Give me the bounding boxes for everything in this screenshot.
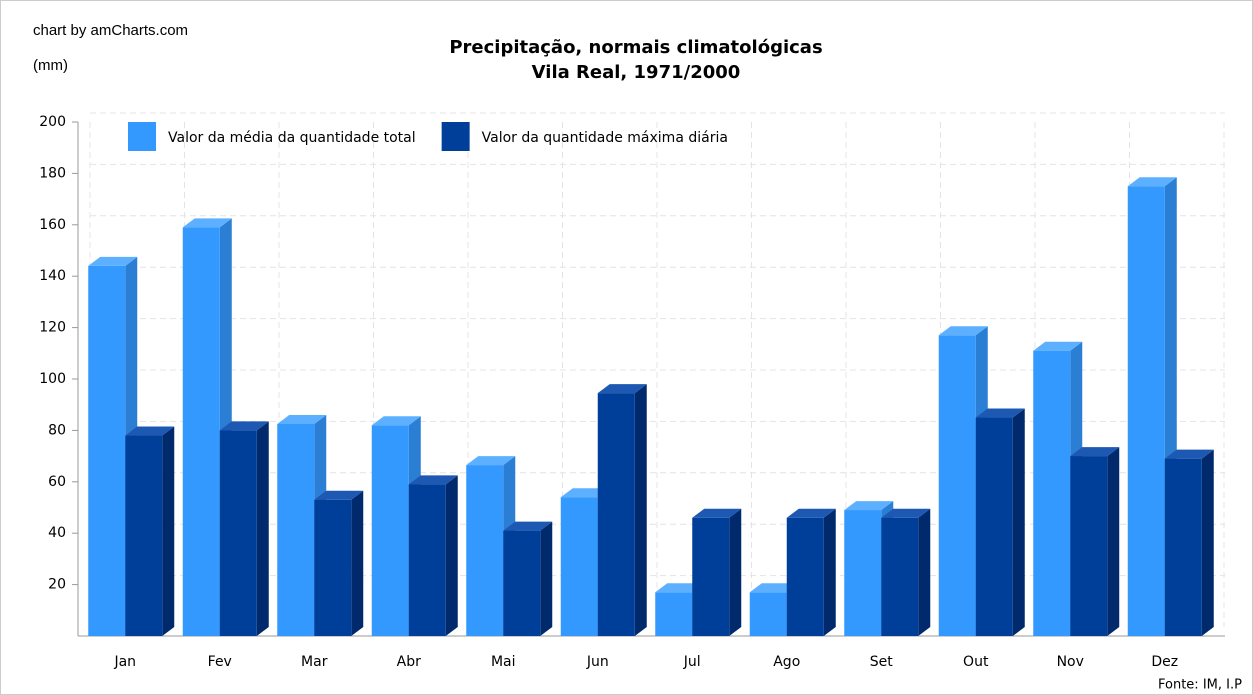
bar-top (881, 508, 931, 518)
bar-top (655, 583, 705, 593)
legend-label: Valor da quantidade máxima diária (482, 130, 728, 146)
bar (881, 517, 919, 636)
bar (1127, 186, 1165, 636)
bar-top (786, 508, 836, 518)
bar-top (692, 508, 742, 518)
bar (1164, 458, 1202, 636)
x-tick-label: Abr (397, 654, 421, 670)
bar-side (1012, 408, 1025, 636)
legend-swatch (441, 122, 470, 151)
bar (655, 592, 693, 636)
bar-side (1107, 447, 1120, 636)
x-tick-label: Nov (1057, 654, 1084, 670)
bar-top (749, 583, 799, 593)
x-tick-label: Set (870, 654, 894, 670)
bar (314, 499, 352, 636)
y-tick-label: 140 (39, 268, 66, 284)
y-tick-label: 20 (48, 577, 66, 593)
y-tick-label: 100 (39, 371, 66, 387)
bar-side (256, 421, 269, 636)
bar-top (597, 384, 647, 394)
x-tick-label: Jan (113, 654, 136, 670)
bar (466, 465, 504, 636)
bar-top (125, 426, 175, 436)
bar (408, 484, 446, 636)
x-tick-label: Mai (491, 654, 516, 670)
bar (560, 497, 598, 636)
y-tick-label: 120 (39, 320, 66, 336)
bar (182, 227, 220, 636)
bar (692, 517, 730, 636)
bar-top (314, 490, 364, 500)
legend-label: Valor da média da quantidade total (168, 130, 416, 146)
bar-side (351, 490, 364, 636)
y-tick-label: 200 (39, 114, 66, 130)
bar (88, 265, 126, 636)
y-tick-label: 40 (48, 525, 66, 541)
x-tick-label: Jun (586, 654, 609, 670)
bar (219, 430, 257, 636)
bar-side (540, 521, 553, 636)
chart-subtitle: Vila Real, 1971/2000 (532, 62, 741, 83)
bar-side (445, 475, 458, 636)
bar (277, 423, 315, 636)
bar-side (162, 426, 175, 636)
bar-top (408, 475, 458, 485)
bar-top (182, 218, 232, 228)
y-axis-label: (mm) (33, 57, 68, 74)
bar-side (823, 508, 836, 636)
y-tick-label: 80 (48, 422, 66, 438)
bar-top (466, 456, 516, 466)
bar-top (1164, 449, 1214, 459)
bar-top (938, 326, 988, 336)
legend-swatch (128, 122, 156, 151)
bar (786, 517, 824, 636)
source: Fonte: IM, I.P (1158, 678, 1242, 693)
x-tick-label: Dez (1151, 654, 1178, 670)
bar-side (729, 508, 742, 636)
bar (1070, 456, 1108, 636)
bar (1033, 350, 1071, 636)
y-tick-label: 60 (48, 474, 66, 490)
bar (938, 335, 976, 636)
bar-side (918, 508, 931, 636)
bar (749, 592, 787, 636)
bar-top (1127, 177, 1177, 187)
bar (975, 417, 1013, 636)
x-tick-label: Mar (301, 654, 328, 670)
bar-top (1033, 341, 1083, 351)
bar (844, 510, 882, 636)
bar (125, 435, 163, 636)
chart-title: Precipitação, normais climatológicas (449, 37, 822, 58)
credit: chart by amCharts.com (33, 22, 188, 39)
bar-top (88, 256, 138, 266)
x-tick-label: Ago (773, 654, 800, 670)
bar-top (503, 521, 553, 531)
x-tick-label: Out (963, 654, 989, 670)
bar (371, 425, 409, 636)
bar-top (277, 414, 327, 424)
y-tick-label: 160 (39, 217, 66, 233)
bar-top (1070, 447, 1120, 457)
x-tick-label: Fev (208, 654, 232, 670)
bar-top (219, 421, 269, 431)
y-tick-label: 180 (39, 165, 66, 181)
x-tick-label: Jul (683, 654, 701, 670)
bar-top (371, 416, 421, 426)
bar (597, 393, 635, 636)
bar-top (975, 408, 1025, 418)
bar-top (844, 501, 894, 511)
bar (503, 530, 541, 636)
bar-top (560, 488, 610, 498)
bar-side (1201, 449, 1214, 636)
bar-side (634, 384, 647, 636)
